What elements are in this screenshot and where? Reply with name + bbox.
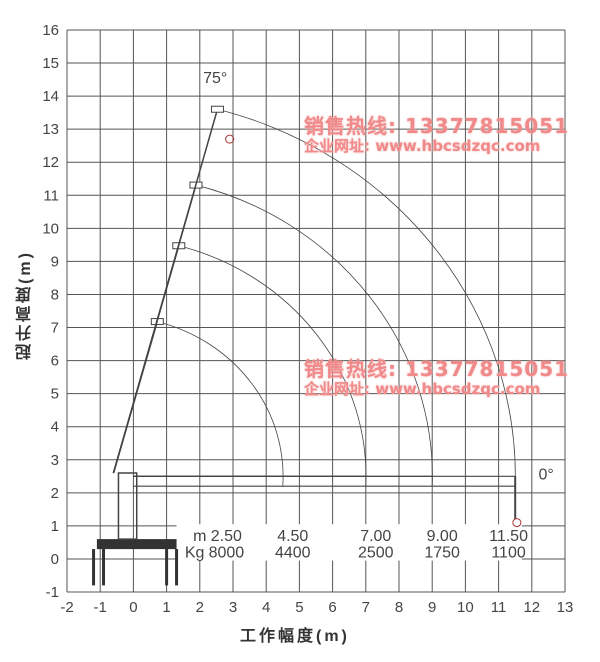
y-tick-label: 2	[51, 485, 59, 502]
y-tick-label: -1	[46, 584, 59, 601]
y-tick-label: 10	[42, 220, 59, 237]
y-tick-label: 14	[42, 88, 59, 105]
x-tick-label: 1	[162, 599, 170, 616]
radius-value: 2.50	[211, 528, 242, 545]
x-tick-label: 7	[362, 599, 370, 616]
x-tick-label: 11	[491, 599, 507, 616]
x-tick-label: 9	[428, 599, 436, 616]
boom-section-head	[210, 105, 224, 113]
radius-unit: m	[193, 528, 206, 545]
y-tick-label: 11	[43, 187, 59, 204]
x-tick-label: -2	[60, 599, 73, 616]
y-tick-label: 3	[51, 452, 59, 469]
x-tick-label: 3	[229, 599, 237, 616]
y-tick-label: 5	[51, 386, 59, 403]
y-tick-label: 8	[51, 286, 59, 303]
crane-base	[96, 539, 177, 550]
watermark: 销售热线: 13377815051 企业网址: www.hbcsdzqc.com	[304, 358, 569, 398]
load-value: 2500	[358, 544, 394, 561]
radius-value: 7.00	[360, 528, 391, 545]
y-tick-label: 9	[51, 253, 59, 270]
watermark-phone: 销售热线: 13377815051	[304, 114, 570, 138]
x-tick-label: 6	[328, 599, 336, 616]
load-unit: Kg	[185, 544, 205, 561]
x-tick-label: 12	[523, 599, 540, 616]
boom-arc	[178, 245, 367, 487]
y-tick-label: 13	[42, 121, 59, 138]
radius-value: 9.00	[427, 528, 458, 545]
watermark-site: 企业网址: www.hbcsdzqc.com	[304, 137, 541, 155]
load-table-bg	[176, 524, 522, 561]
x-tick-label: 10	[457, 599, 474, 616]
y-tick-label: 4	[51, 419, 59, 436]
x-tick-label: 5	[295, 599, 303, 616]
watermark-phone: 销售热线: 13377815051	[304, 357, 570, 381]
load-value: 4400	[275, 544, 311, 561]
y-tick-label: 1	[51, 518, 59, 535]
load-value: 8000	[209, 544, 245, 561]
radius-value: 11.50	[489, 528, 528, 545]
boom-raised	[112, 109, 219, 474]
radius-value: 4.50	[277, 528, 308, 545]
hook-icon	[512, 518, 522, 528]
hook-icon	[225, 134, 235, 144]
boom-arc	[157, 321, 284, 487]
y-tick-label: 6	[51, 353, 59, 370]
x-tick-label: 4	[262, 599, 270, 616]
y-tick-label: 7	[51, 320, 59, 337]
boom-arc	[217, 108, 516, 487]
load-value: 1750	[424, 544, 460, 561]
x-tick-label: 2	[196, 599, 204, 616]
x-tick-label: 0	[129, 599, 137, 616]
angle-label-min: 0°	[538, 467, 553, 484]
y-tick-label: 0	[51, 551, 59, 568]
y-tick-label: 16	[42, 22, 59, 39]
x-axis-label: 工作幅度(m)	[240, 628, 350, 645]
y-tick-label: 12	[42, 154, 59, 171]
x-tick-label: 8	[395, 599, 403, 616]
x-tick-label: -1	[94, 599, 107, 616]
angle-label-max: 75°	[203, 70, 227, 87]
boom-arc	[195, 184, 433, 487]
watermark-site: 企业网址: www.hbcsdzqc.com	[304, 380, 541, 398]
y-axis-label: 起升高度(m)	[17, 250, 34, 360]
watermark: 销售热线: 13377815051 企业网址: www.hbcsdzqc.com	[304, 115, 569, 155]
crane-column	[117, 472, 138, 540]
load-value: 1100	[491, 544, 526, 561]
y-tick-label: 15	[42, 55, 59, 72]
x-tick-label: 13	[557, 599, 574, 616]
